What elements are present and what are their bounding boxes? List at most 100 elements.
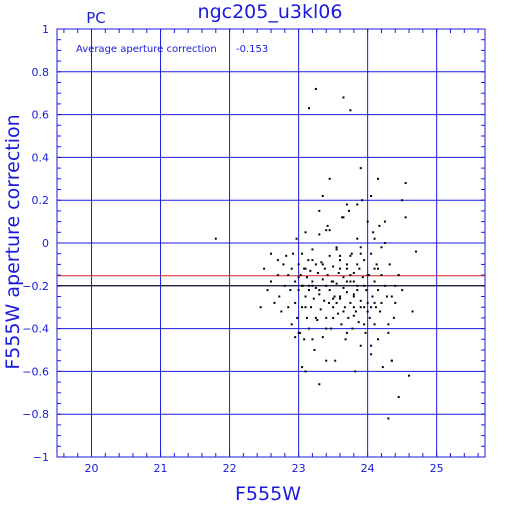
y-tick-label: −0.2: [22, 280, 49, 293]
data-point: [374, 306, 377, 309]
data-point: [325, 359, 328, 362]
corner-label: PC: [86, 9, 106, 27]
x-tick-label: 21: [154, 462, 168, 475]
data-point: [339, 259, 342, 262]
data-point: [411, 310, 414, 313]
data-point: [404, 182, 407, 185]
data-point: [328, 229, 331, 232]
data-point: [373, 280, 376, 283]
data-point: [408, 374, 411, 377]
data-point: [303, 338, 306, 341]
data-point: [321, 194, 324, 197]
data-point: [345, 203, 348, 206]
data-point: [352, 295, 355, 298]
data-point: [377, 338, 379, 341]
data-point: [381, 366, 384, 369]
data-point: [345, 263, 348, 266]
data-point: [314, 87, 317, 90]
y-axis-label: F555W aperture correction: [2, 114, 24, 369]
data-point: [325, 284, 328, 287]
data-point: [359, 246, 362, 249]
data-point: [292, 252, 295, 255]
data-point: [397, 274, 400, 277]
data-point: [354, 370, 357, 373]
data-point: [304, 231, 307, 234]
data-point: [294, 301, 297, 304]
data-point: [301, 366, 304, 369]
data-point: [392, 316, 395, 319]
data-point: [347, 316, 350, 319]
data-point: [311, 259, 314, 262]
data-point: [321, 336, 324, 339]
data-point: [401, 289, 404, 292]
data-point: [310, 306, 313, 309]
data-point: [328, 177, 331, 180]
data-point: [320, 261, 323, 264]
data-point: [349, 109, 352, 112]
y-tick-label: 0.2: [32, 194, 50, 207]
plot-frame: [56, 28, 486, 458]
data-point: [342, 286, 345, 289]
data-point: [383, 242, 386, 244]
data-point: [273, 301, 276, 304]
data-point: [335, 246, 338, 249]
data-point: [334, 359, 337, 362]
data-point: [311, 284, 314, 287]
data-point: [328, 289, 331, 292]
data-point: [339, 297, 342, 300]
data-point: [377, 177, 379, 180]
data-point: [311, 280, 314, 283]
data-point: [294, 280, 297, 283]
data-point: [318, 233, 321, 236]
data-point: [337, 271, 340, 274]
data-point: [380, 301, 383, 304]
data-point: [301, 306, 304, 309]
data-point: [299, 274, 302, 277]
data-point: [377, 289, 379, 292]
y-tick-label: −0.4: [22, 323, 49, 336]
data-point: [321, 263, 324, 266]
data-point: [287, 274, 290, 277]
data-point: [330, 327, 333, 330]
data-point: [370, 194, 373, 197]
data-point: [336, 312, 339, 315]
data-point: [307, 107, 310, 110]
data-point: [290, 323, 293, 326]
data-point: [298, 331, 301, 334]
data-point: [370, 252, 373, 255]
data-point: [352, 280, 355, 283]
data-point: [314, 286, 317, 289]
data-point: [370, 353, 373, 356]
data-point: [397, 396, 400, 399]
y-tick-label: −1: [33, 451, 49, 464]
y-tick-label: 0.4: [32, 151, 50, 164]
data-point: [349, 280, 352, 283]
data-point: [390, 295, 393, 298]
data-point: [335, 248, 338, 251]
data-point: [356, 263, 359, 266]
data-point: [332, 306, 335, 309]
data-point: [280, 310, 283, 313]
data-point: [366, 310, 369, 313]
data-point: [404, 216, 407, 219]
data-point: [330, 280, 333, 283]
data-point: [294, 336, 297, 339]
data-point: [394, 301, 397, 304]
data-point: [368, 316, 371, 319]
data-point: [339, 267, 342, 270]
data-point: [387, 323, 390, 326]
reference-lines: [57, 275, 485, 287]
data-point: [373, 267, 376, 270]
data-point: [319, 308, 322, 311]
y-tick-label: −0.6: [22, 365, 49, 378]
data-point: [368, 274, 371, 277]
data-point: [270, 252, 272, 255]
data-point: [276, 274, 279, 277]
data-point: [282, 263, 285, 266]
data-point: [356, 284, 359, 287]
data-point: [309, 269, 312, 272]
data-point: [359, 252, 362, 255]
data-point: [314, 263, 317, 266]
data-point: [316, 319, 319, 322]
data-point: [380, 246, 383, 249]
